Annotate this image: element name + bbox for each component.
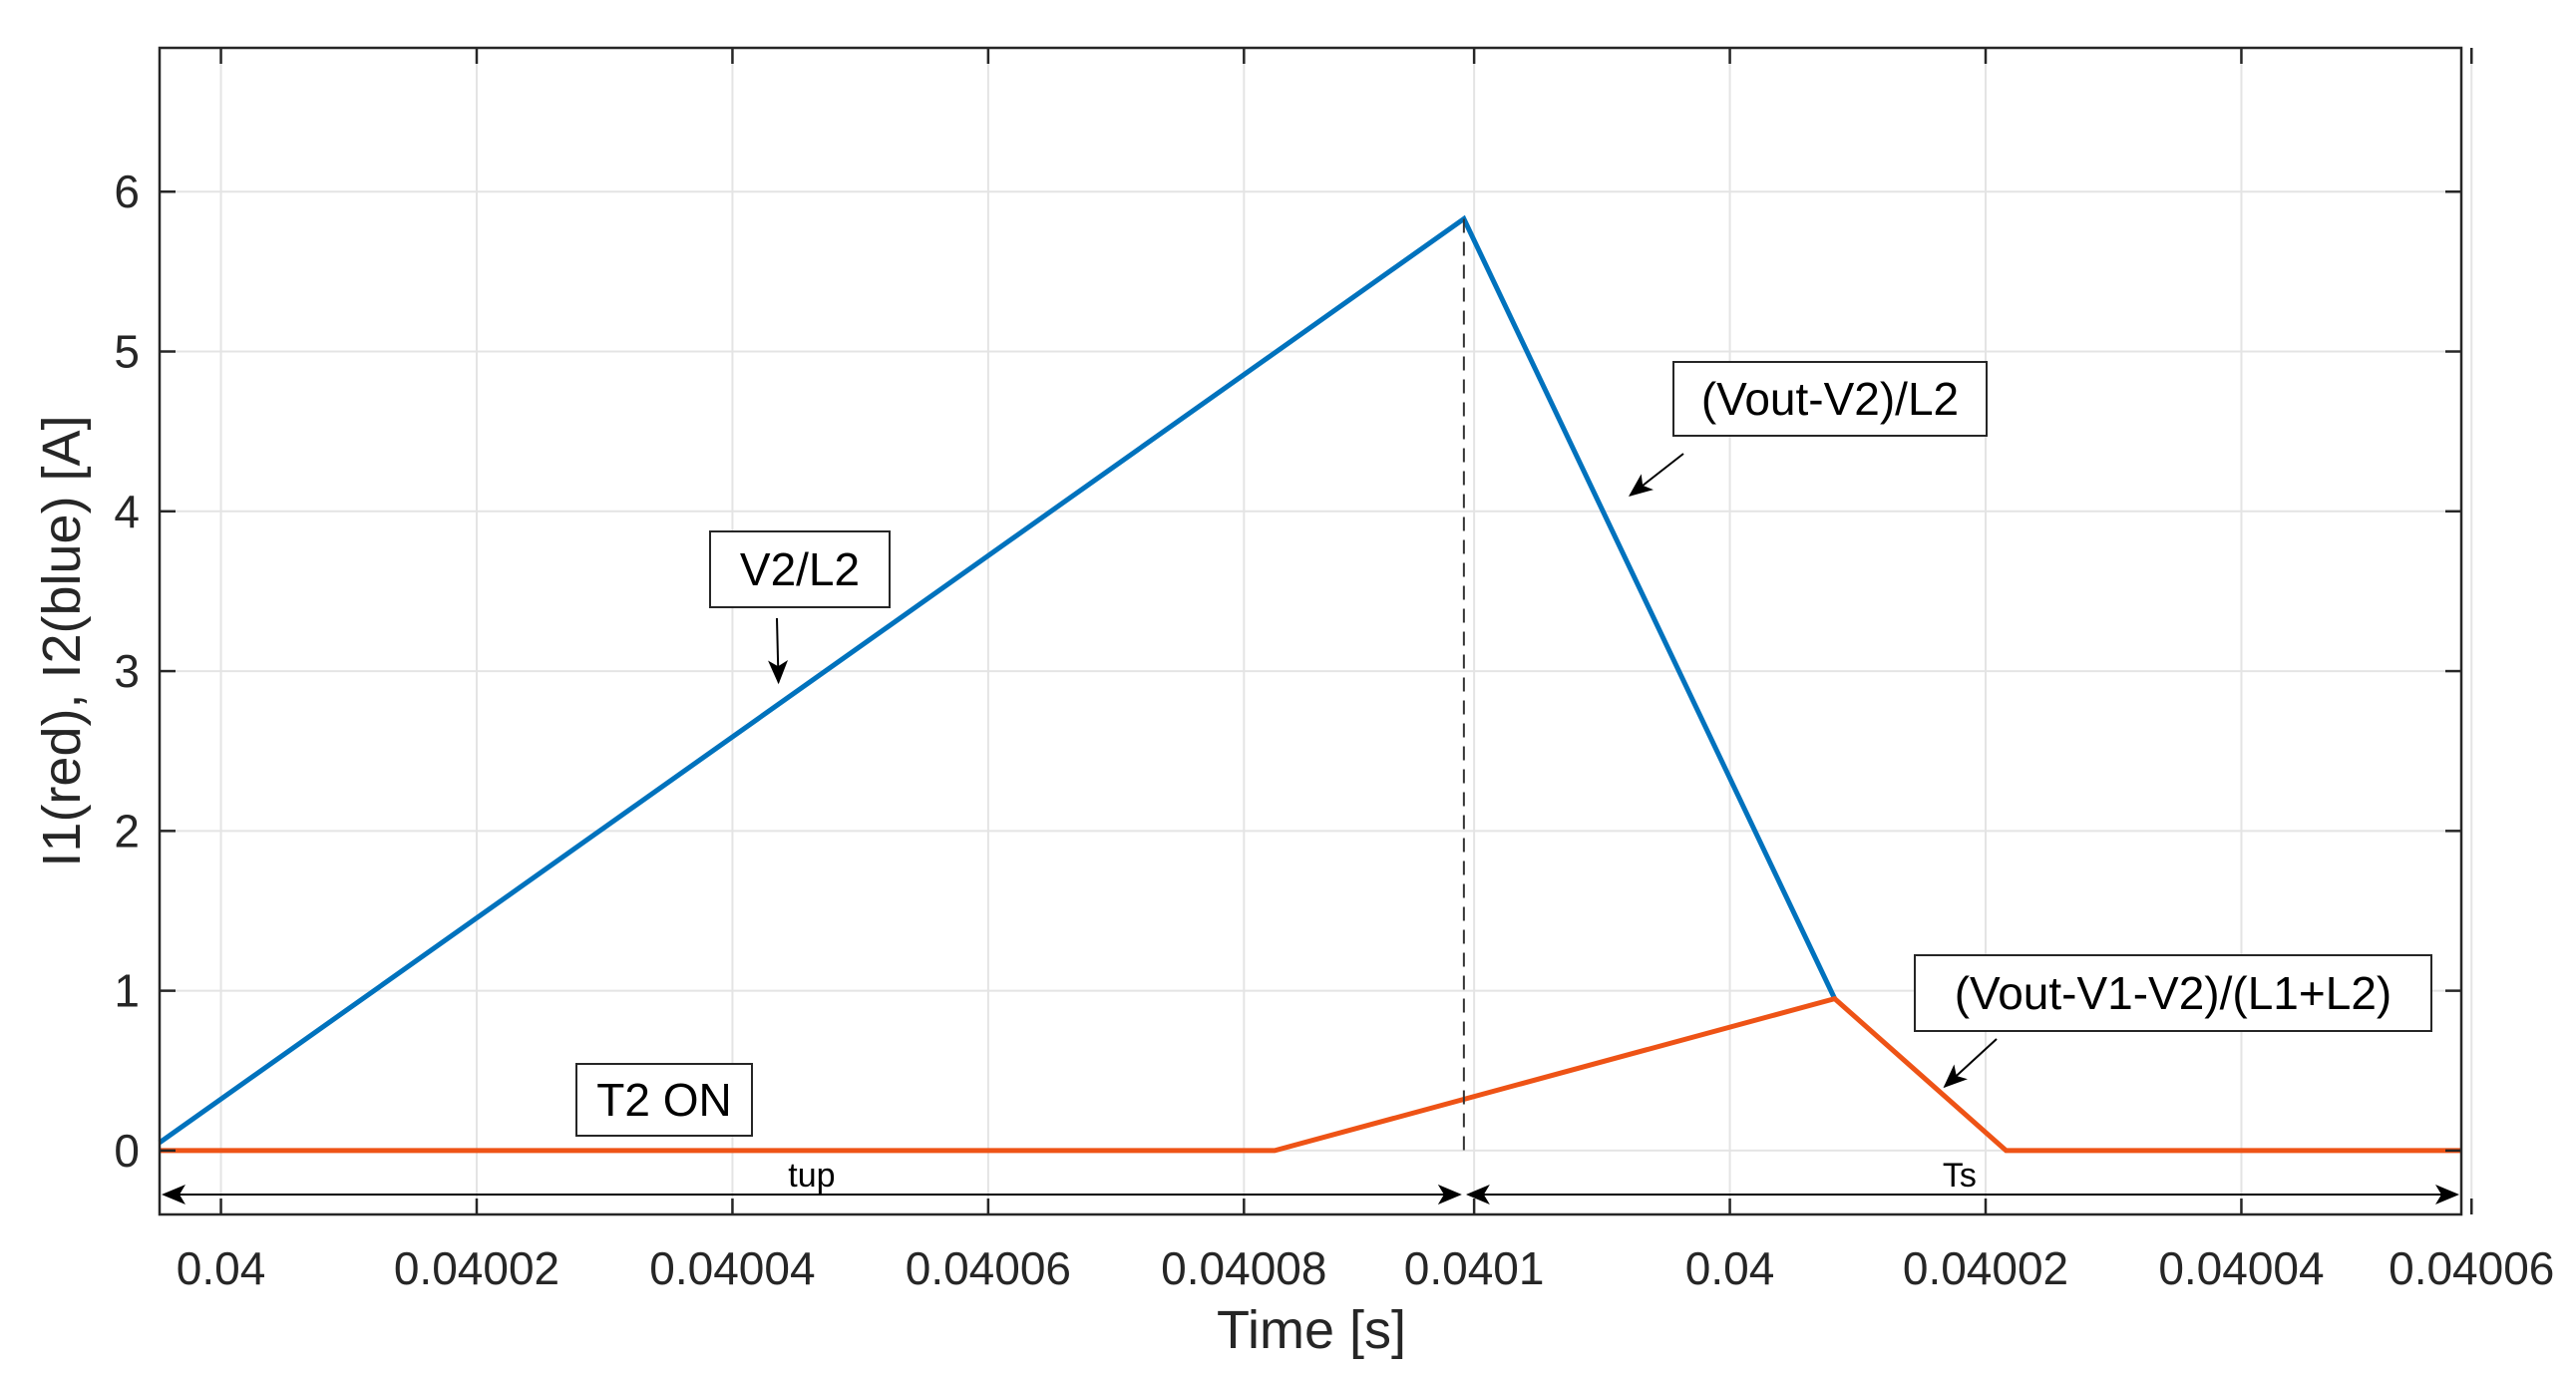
annotation-box: [1672, 361, 1988, 437]
annotation-text: (Vout-V1-V2)/(L1+L2): [1955, 967, 2392, 1019]
annotation-box: [1914, 954, 2432, 1032]
y-axis-title: I1(red), I2(blue) [A]: [32, 415, 92, 866]
x-tick-label: 0.04006: [2389, 1242, 2554, 1294]
annotation-arrow: [1628, 453, 1684, 497]
x-axis-title: Time [s]: [1217, 1300, 1406, 1360]
annotation-2: (Vout-V1-V2)/(L1+L2): [1914, 954, 2432, 1089]
x-tick-label: 0.04: [177, 1242, 266, 1294]
annotation-arrow: [768, 617, 789, 685]
span-label-Ts: Ts: [1943, 1157, 1977, 1195]
x-tick-label: 0.0401: [1404, 1242, 1545, 1294]
annotation-box: [709, 530, 891, 608]
x-tick-label: 0.04004: [2158, 1242, 2324, 1294]
span-label-tup: tup: [788, 1157, 835, 1195]
y-tick-label: 4: [114, 486, 140, 537]
axes-layer: 0.04 0.04002 0.04004 0.04006 0.04008 0.0401 0.…: [114, 46, 2554, 1294]
annotation-text: (Vout-V2)/L2: [1701, 373, 1959, 425]
y-tick-label: 5: [114, 326, 140, 378]
x-tick-label: 0.04006: [906, 1242, 1071, 1294]
annotation-text: V2/L2: [740, 543, 860, 595]
y-tick-label: 6: [114, 166, 140, 217]
y-tick-label: 1: [114, 965, 140, 1017]
annotation-box: [575, 1063, 753, 1137]
y-tick-label: 2: [114, 805, 140, 857]
x-tick-label: 0.04: [1685, 1242, 1775, 1294]
y-tick-label: 3: [114, 645, 140, 697]
overlay-layer: tup Ts V2/L2 (Vout-V2)/L2 (Vout-V1-V2)/(L1+L…: [162, 218, 2459, 1204]
y-tick-label: 0: [114, 1125, 140, 1177]
series-line-1: [160, 995, 2461, 1154]
plot-frame: [158, 46, 2463, 1216]
annotation-arrow: [1943, 1038, 1998, 1089]
annotation-1: (Vout-V2)/L2: [1628, 361, 1988, 497]
x-tick-label: 0.04002: [394, 1242, 559, 1294]
x-tick-label: 0.04002: [1903, 1242, 2068, 1294]
annotation-3: T2 ON: [575, 1063, 753, 1137]
annotation-0: V2/L2: [709, 530, 891, 685]
x-tick-label: 0.04008: [1161, 1242, 1326, 1294]
x-tick-label: 0.04004: [649, 1242, 815, 1294]
annotation-text: T2 ON: [596, 1074, 731, 1126]
